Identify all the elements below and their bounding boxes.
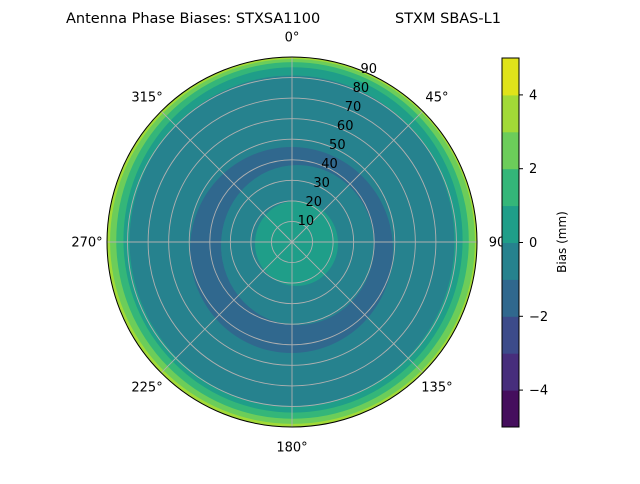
- colorbar-band: [502, 390, 519, 428]
- r-tick-label: 80: [353, 81, 370, 96]
- colorbar-band: [502, 131, 519, 170]
- polar-plot-area: 0° 45° 90 135° 180° 225° 270° 315° 10 20 30 40 50 60 7…: [71, 31, 505, 456]
- colorbar-tick-label: 0: [529, 236, 537, 251]
- colorbar: −4 −2 0 2 4: [501, 57, 548, 428]
- colorbar-band: [502, 94, 519, 133]
- polar-frame: [106, 56, 478, 428]
- theta-tick-label: 135°: [421, 380, 452, 395]
- r-tick-label: 90: [361, 62, 378, 77]
- grid-spoke-45: [291, 110, 424, 243]
- colorbar-label: Bias (mm): [555, 211, 569, 273]
- theta-tick-label: 90: [489, 236, 506, 251]
- r-tick-label: 60: [337, 119, 354, 134]
- grid-spoke-225: [160, 241, 293, 374]
- chart-title-right: STXM SBAS-L1: [395, 11, 501, 27]
- colorbar-band: [502, 205, 519, 243]
- colorbar-band: [502, 58, 519, 96]
- colorbar-band: [502, 242, 519, 280]
- theta-tick-label: 270°: [71, 236, 102, 251]
- chart-title-left: Antenna Phase Biases: STXSA1100: [66, 11, 320, 27]
- r-tick-label: 30: [313, 176, 330, 191]
- theta-tick-label: 0°: [285, 31, 300, 46]
- colorbar-band: [502, 316, 519, 354]
- grid-spoke-315: [160, 110, 293, 243]
- theta-tick-label: 225°: [131, 380, 162, 395]
- theta-tick-label: 45°: [425, 91, 448, 106]
- grid-spoke-135: [291, 241, 424, 374]
- colorbar-band: [502, 353, 519, 391]
- colorbar-tick-label: −4: [529, 384, 548, 399]
- theta-tick-label: 180°: [276, 441, 307, 456]
- colorbar-tick-label: 2: [529, 162, 537, 177]
- r-tick-label: 20: [305, 195, 322, 210]
- r-tick-label: 50: [329, 138, 346, 153]
- contour-region-5: [190, 147, 393, 354]
- r-tick-label: 70: [345, 100, 362, 115]
- theta-tick-label: 315°: [131, 91, 162, 106]
- r-tick-label: 40: [321, 157, 338, 172]
- colorbar-band: [502, 279, 519, 317]
- colorbar-tick-label: −2: [529, 310, 548, 325]
- colorbar-tick-label: 4: [529, 88, 537, 103]
- r-tick-label: 10: [298, 214, 315, 229]
- contour-region-6: [255, 200, 339, 286]
- colorbar-band: [502, 168, 519, 207]
